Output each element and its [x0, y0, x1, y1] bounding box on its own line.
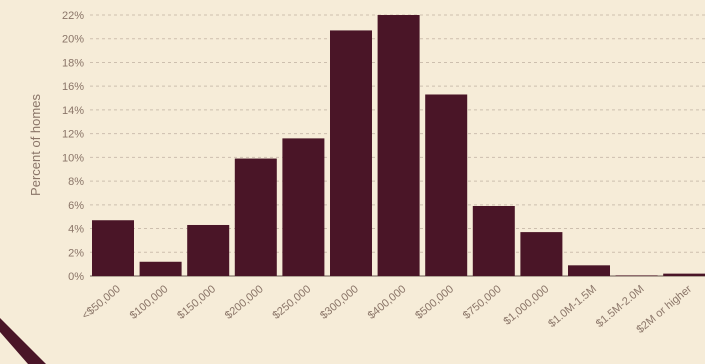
bar — [615, 275, 658, 276]
bar — [425, 94, 468, 277]
y-tick-label: 12% — [62, 129, 84, 141]
x-tick-label: $400,000 — [366, 283, 409, 322]
y-tick-label: 10% — [62, 152, 84, 164]
x-tick-label: $200,000 — [223, 283, 266, 322]
y-tick-label: 16% — [62, 81, 84, 93]
x-tick-label: <$50,000 — [80, 283, 123, 322]
x-tick-label: $1.0M-1.5M — [546, 283, 599, 330]
bar — [568, 265, 610, 276]
y-tick-label: 18% — [62, 57, 84, 69]
bar — [92, 220, 134, 276]
x-tick-label: $750,000 — [461, 283, 504, 322]
bar — [520, 232, 563, 276]
y-axis-title: Percent of homes — [28, 94, 43, 196]
y-tick-label: 22% — [62, 10, 84, 22]
bar — [187, 224, 230, 276]
y-tick-label: 2% — [68, 247, 84, 259]
bar — [282, 138, 325, 276]
y-tick-label: 20% — [62, 34, 84, 46]
bar — [663, 273, 705, 276]
y-tick-labels: 0% 2% 4% 6% 8% 10% 12% 14% 16% 18% 20% 22% — [62, 10, 84, 283]
bar — [472, 206, 515, 276]
x-tick-label: $150,000 — [175, 283, 218, 322]
y-tick-label: 6% — [68, 200, 84, 212]
y-tick-label: 8% — [68, 176, 84, 188]
x-tick-label: $1,000,000 — [501, 283, 551, 328]
x-tick-label: $300,000 — [318, 283, 361, 322]
x-tick-label: $500,000 — [413, 283, 456, 322]
y-tick-label: 14% — [62, 105, 84, 117]
decorative-brush-stroke — [0, 318, 46, 364]
x-tick-label: $100,000 — [128, 283, 171, 322]
y-tick-label: 4% — [68, 224, 84, 236]
x-tick-labels: <$50,000 $100,000 $150,000 $200,000 $250,000… — [80, 283, 695, 336]
x-tick-label: $250,000 — [270, 283, 313, 322]
bar — [330, 30, 372, 276]
bar — [377, 15, 420, 276]
y-tick-label: 0% — [68, 271, 84, 283]
bars — [92, 15, 705, 277]
bar — [139, 261, 182, 276]
bar — [234, 158, 277, 276]
